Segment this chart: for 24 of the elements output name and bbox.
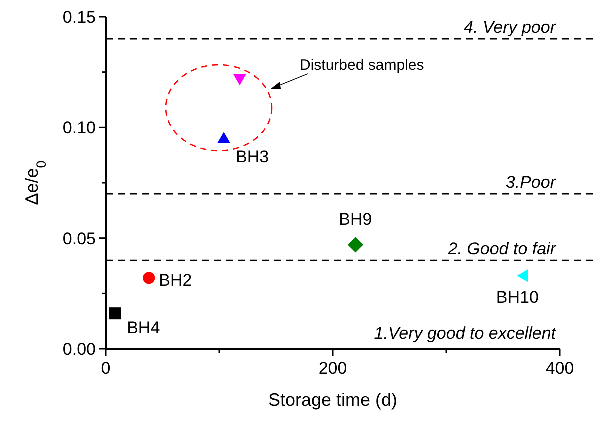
annotation: Disturbed samples — [300, 57, 424, 74]
series-label: BH10 — [496, 288, 539, 307]
series-label: BH9 — [339, 210, 372, 229]
point — [217, 132, 231, 144]
ref-line-label: 2. Good to fair — [447, 239, 558, 258]
y-tick-label: 0.10 — [62, 118, 96, 138]
point — [517, 269, 528, 283]
ref-line-label: 4. Very poor — [464, 18, 558, 38]
point — [348, 237, 364, 253]
point — [109, 308, 122, 320]
series-label: BH3 — [236, 148, 270, 167]
series-label: BH2 — [159, 271, 192, 290]
ref-line-label: 3.Poor — [506, 173, 558, 192]
point — [143, 272, 156, 284]
x-axis-title: Storage time (d) — [268, 390, 398, 410]
point — [233, 74, 247, 86]
annotation: 1.Very good to excellent — [374, 324, 558, 343]
x-tick-label: 0 — [101, 359, 111, 378]
text: 0.00 — [62, 340, 96, 359]
y-tick-label: 0.05 — [62, 229, 96, 248]
x-tick-label: 200 — [318, 359, 348, 378]
y-tick-label: 0.15 — [62, 8, 96, 27]
series-label: BH4 — [127, 318, 160, 338]
x-tick-label: 400 — [546, 359, 574, 378]
